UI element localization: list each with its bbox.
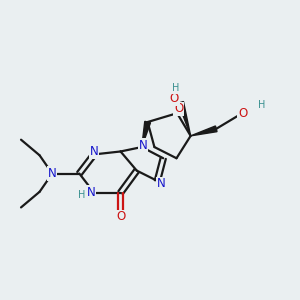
Text: H: H [78,190,85,200]
Polygon shape [178,102,190,136]
Text: N: N [90,145,98,158]
Text: N: N [157,177,165,190]
Text: N: N [139,139,148,152]
Polygon shape [190,126,217,136]
Text: H: H [172,83,180,93]
Text: N: N [87,186,95,199]
Text: O: O [238,107,248,120]
Text: O: O [116,210,125,223]
Text: O: O [174,102,183,115]
Text: O: O [170,92,179,105]
Text: H: H [258,100,265,110]
Polygon shape [142,122,151,147]
Text: N: N [48,167,57,180]
